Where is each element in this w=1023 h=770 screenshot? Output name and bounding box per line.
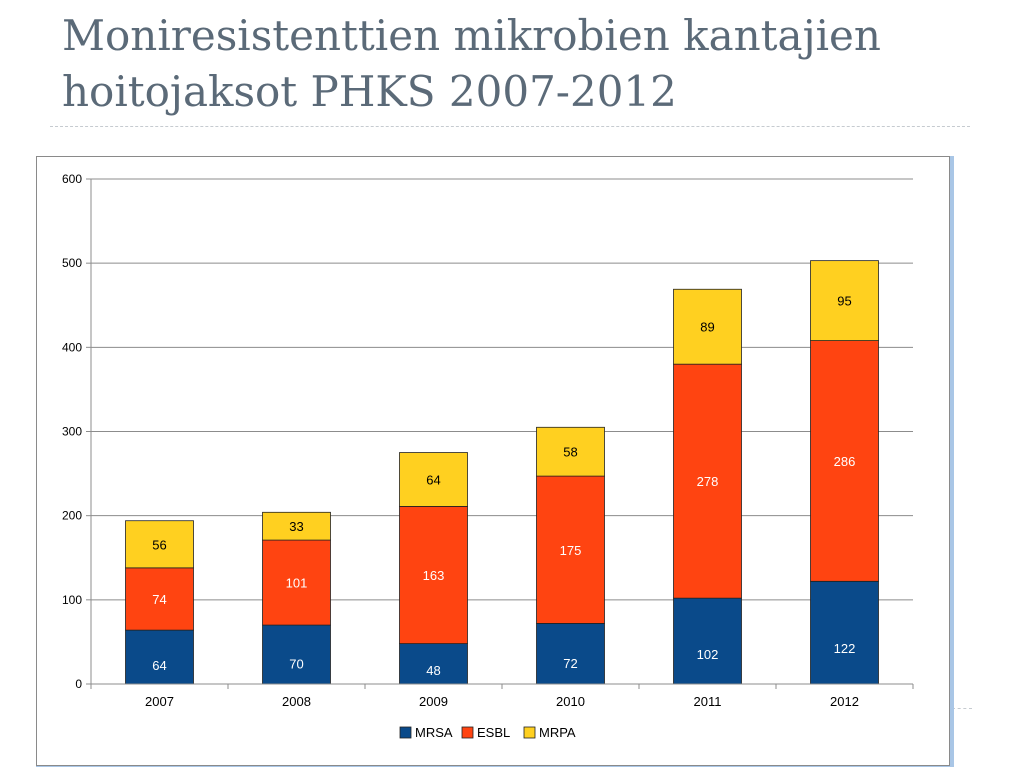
bar-mrsa-2011 — [673, 597, 742, 685]
legend-label-esbl: ESBL — [477, 725, 510, 740]
slide-title: Moniresistenttien mikrobien kantajien ho… — [62, 11, 881, 116]
data-label: 74 — [152, 592, 166, 607]
stacked-bar-chart: 64 74 56 70 101 33 48 163 64 72 175 58 102 278 89 122 28… — [62, 172, 914, 740]
data-label: 64 — [152, 658, 166, 673]
data-label: 64 — [426, 472, 440, 487]
x-tick-label: 2008 — [282, 694, 311, 709]
chart-frame: 64 74 56 70 101 33 48 163 64 72 175 58 102 278 89 122 28… — [36, 156, 950, 766]
bar-mrpa-2007 — [125, 520, 194, 569]
y-tick-label: 500 — [62, 256, 82, 270]
axes: 0 100 200 300 400 500 600 2007 2008 2009 2010 2011 2… — [62, 172, 914, 709]
data-label: 58 — [563, 445, 577, 460]
grid-lines — [91, 178, 913, 685]
y-tick-label: 600 — [62, 172, 82, 186]
bar-mrpa-2010 — [536, 426, 605, 477]
data-label: 175 — [560, 543, 582, 558]
x-tick-label: 2009 — [419, 694, 448, 709]
x-tick-label: 2011 — [694, 694, 722, 709]
y-tick-label: 200 — [62, 509, 82, 523]
bar-mrsa-2010 — [536, 622, 605, 685]
bar-esbl-2011 — [673, 363, 742, 599]
bar-mrsa-2007 — [125, 629, 194, 685]
title-divider — [50, 126, 970, 127]
data-label: 286 — [834, 454, 856, 469]
data-label: 89 — [700, 320, 714, 335]
data-label: 101 — [286, 576, 308, 591]
bar-mrpa-2011 — [673, 288, 742, 365]
data-label: 102 — [697, 647, 719, 662]
legend-swatch-mrpa — [523, 726, 536, 739]
y-tick-label: 100 — [62, 593, 82, 607]
data-label: 56 — [152, 537, 166, 552]
bar-esbl-2012 — [810, 340, 879, 582]
bar-mrpa-2008 — [262, 511, 331, 541]
bar-mrsa-2008 — [262, 624, 331, 685]
side-divider — [952, 708, 972, 709]
legend-swatch-esbl — [461, 726, 474, 739]
legend-label-mrsa: MRSA — [415, 725, 453, 740]
data-label: 95 — [837, 294, 851, 309]
y-tick-label: 400 — [62, 340, 82, 354]
data-label: 163 — [423, 568, 445, 583]
bar-esbl-2008 — [262, 539, 331, 626]
bar-mrsa-2012 — [810, 580, 879, 685]
y-tick-label: 0 — [75, 677, 82, 691]
data-label: 48 — [426, 663, 440, 678]
legend: MRSA ESBL MRPA — [399, 725, 576, 740]
bar-mrpa-2012 — [810, 260, 879, 342]
data-label: 72 — [563, 656, 577, 671]
legend-label-mrpa: MRPA — [539, 725, 576, 740]
y-tick-label: 300 — [62, 425, 82, 439]
bar-mrpa-2009 — [399, 452, 468, 507]
data-label: 122 — [834, 641, 856, 656]
data-label: 33 — [289, 519, 303, 534]
legend-swatch-mrsa — [399, 726, 412, 739]
bars: 64 74 56 70 101 33 48 163 64 72 175 58 102 278 89 122 28… — [125, 260, 879, 685]
chart-shadow-right — [950, 156, 954, 767]
x-tick-label: 2012 — [830, 694, 859, 709]
data-label: 278 — [697, 474, 719, 489]
bar-esbl-2009 — [399, 506, 468, 644]
x-tick-label: 2007 — [145, 694, 174, 709]
x-tick-label: 2010 — [556, 694, 585, 709]
bar-esbl-2010 — [536, 475, 605, 624]
data-label: 70 — [289, 656, 303, 671]
